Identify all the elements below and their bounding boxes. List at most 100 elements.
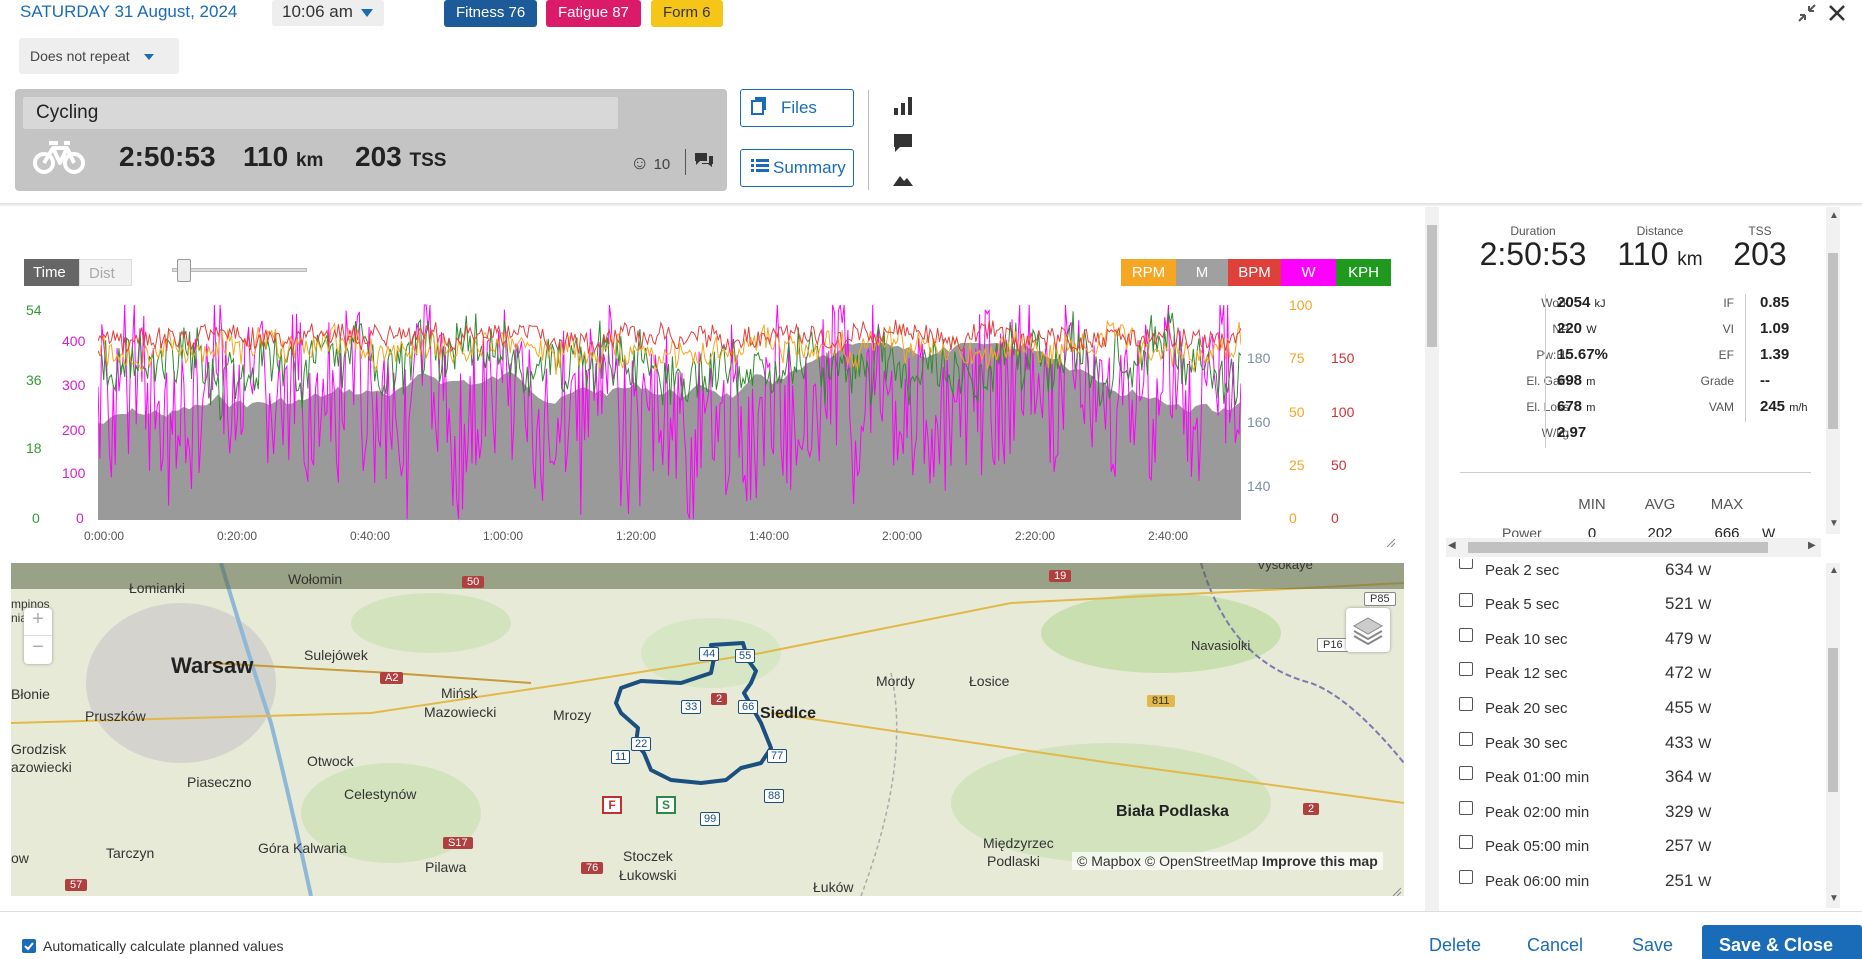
- resize-handle-icon[interactable]: [1392, 884, 1402, 896]
- summary-scrollbar[interactable]: [1826, 207, 1840, 534]
- peak-checkbox[interactable]: [1459, 593, 1473, 607]
- peak-watts: 455: [1665, 698, 1694, 717]
- zoom-out-button[interactable]: −: [32, 636, 44, 658]
- legend-watts[interactable]: W: [1281, 259, 1336, 286]
- legend-rpm[interactable]: RPM: [1121, 259, 1176, 286]
- zoom-slider-handle[interactable]: [177, 259, 191, 282]
- waypoint-marker[interactable]: 55: [735, 649, 756, 663]
- waypoint-marker[interactable]: 11: [611, 750, 631, 764]
- summary-h-scrollbar[interactable]: [1446, 538, 1821, 557]
- scroll-right-icon[interactable]: ▶: [1808, 540, 1816, 551]
- pwhr-value: 15.67%: [1557, 346, 1608, 363]
- peak-checkbox[interactable]: [1459, 559, 1473, 569]
- files-icon: [751, 96, 767, 120]
- attribution-text[interactable]: © Mapbox © OpenStreetMap: [1077, 853, 1258, 869]
- form-badge: Form 6: [651, 0, 723, 27]
- peak-row[interactable]: Peak 30 sec 433 W: [1459, 732, 1819, 766]
- scroll-up-icon[interactable]: ▲: [1829, 210, 1839, 221]
- scroll-down-icon[interactable]: ▼: [1829, 893, 1839, 904]
- route-map[interactable]: Łomianki Wołomin Warsaw Sulejówek Błonie…: [11, 563, 1404, 896]
- save-button[interactable]: Save: [1632, 935, 1674, 955]
- start-marker[interactable]: S: [656, 796, 676, 814]
- elevation-icon[interactable]: [893, 172, 913, 193]
- chart-scrollbar[interactable]: [1425, 207, 1439, 912]
- peak-row[interactable]: Peak 20 sec 455 W: [1459, 697, 1819, 731]
- axis-bpm-tick: 100: [1331, 404, 1355, 420]
- x-tick: 0:00:00: [84, 529, 125, 543]
- legend-bpm[interactable]: BPM: [1228, 259, 1281, 286]
- save-close-button[interactable]: Save & Close: [1702, 925, 1862, 959]
- peak-row[interactable]: Peak 10 sec 479 W: [1459, 628, 1819, 662]
- peak-row[interactable]: Peak 01:00 min 364 W: [1459, 766, 1819, 800]
- fatigue-badge: Fatigue 87: [546, 0, 641, 27]
- scrollbar-thumb[interactable]: [1468, 542, 1768, 553]
- distance-unit: km: [295, 150, 324, 171]
- zoom-in-button[interactable]: +: [24, 608, 52, 636]
- waypoint-marker[interactable]: 44: [699, 647, 720, 661]
- toggle-dist[interactable]: Dist: [79, 259, 132, 286]
- peak-checkbox[interactable]: [1459, 697, 1473, 711]
- finish-marker[interactable]: F: [602, 796, 622, 814]
- checkmark-icon: [24, 942, 34, 951]
- zoom-slider-track[interactable]: [172, 268, 307, 272]
- time-select[interactable]: 10:06 am: [272, 0, 384, 26]
- peak-checkbox[interactable]: [1459, 870, 1473, 884]
- metric-label: IF: [1723, 296, 1734, 310]
- sport-title[interactable]: Cycling: [23, 97, 618, 129]
- mood-indicator[interactable]: ☺ 10: [630, 153, 670, 175]
- peak-row[interactable]: Peak 2 sec 634 W: [1459, 559, 1819, 593]
- peak-checkbox[interactable]: [1459, 835, 1473, 849]
- scrollbar-thumb[interactable]: [1828, 253, 1838, 429]
- peak-unit: W: [1698, 873, 1712, 889]
- comments-icon[interactable]: [693, 150, 715, 175]
- power-max: 666: [1714, 525, 1740, 537]
- collapse-icon[interactable]: [1796, 2, 1818, 30]
- scrollbar-thumb[interactable]: [1828, 648, 1838, 792]
- peak-checkbox[interactable]: [1459, 628, 1473, 642]
- bar-chart-icon[interactable]: [893, 96, 913, 121]
- peak-row[interactable]: Peak 06:00 min 251 W: [1459, 870, 1819, 904]
- peak-checkbox[interactable]: [1459, 732, 1473, 746]
- peak-row[interactable]: Peak 12 sec 472 W: [1459, 662, 1819, 696]
- close-icon[interactable]: [1826, 2, 1848, 30]
- waypoint-marker[interactable]: 22: [631, 737, 652, 751]
- axis-kph-tick: 0: [32, 510, 40, 526]
- peak-row[interactable]: Peak 05:00 min 257 W: [1459, 835, 1819, 869]
- peak-checkbox[interactable]: [1459, 801, 1473, 815]
- summary-duration: 2:50:53: [1479, 236, 1587, 272]
- scroll-left-icon[interactable]: ◀: [1448, 540, 1456, 551]
- axis-kph-tick: 36: [26, 372, 42, 388]
- cancel-button[interactable]: Cancel: [1527, 935, 1584, 955]
- delete-button[interactable]: Delete: [1429, 935, 1482, 955]
- legend-elevation[interactable]: M: [1176, 259, 1228, 286]
- auto-calc-checkbox[interactable]: [22, 939, 36, 953]
- resize-handle-icon[interactable]: [1386, 535, 1396, 553]
- peak-row[interactable]: Peak 02:00 min 329 W: [1459, 801, 1819, 835]
- map-layers-button[interactable]: [1346, 608, 1390, 652]
- peak-watts: 472: [1665, 663, 1694, 682]
- comment-icon[interactable]: [893, 133, 913, 158]
- legend-kph[interactable]: KPH: [1336, 259, 1391, 286]
- scroll-up-icon[interactable]: ▲: [1829, 565, 1839, 576]
- waypoint-marker[interactable]: 66: [738, 700, 759, 714]
- peak-checkbox[interactable]: [1459, 662, 1473, 676]
- peak-label: Peak 12 sec: [1485, 665, 1568, 682]
- summary-button[interactable]: Summary: [740, 149, 854, 187]
- peaks-scrollbar[interactable]: [1826, 563, 1840, 908]
- improve-map-link[interactable]: Improve this map: [1261, 853, 1378, 869]
- toggle-time[interactable]: Time: [24, 259, 79, 286]
- scrollbar-thumb[interactable]: [1427, 225, 1437, 347]
- peak-row[interactable]: Peak 5 sec 521 W: [1459, 593, 1819, 627]
- peak-checkbox[interactable]: [1459, 766, 1473, 780]
- auto-calc-option[interactable]: Automatically calculate planned values: [22, 938, 283, 954]
- axis-bpm-tick: 0: [1331, 510, 1339, 526]
- workout-chart-plot[interactable]: [98, 303, 1241, 520]
- waypoint-marker[interactable]: 33: [681, 700, 702, 714]
- repeat-select[interactable]: Does not repeat: [19, 38, 179, 74]
- waypoint-marker[interactable]: 99: [700, 812, 721, 826]
- waypoint-marker[interactable]: 88: [764, 789, 785, 803]
- scroll-down-icon[interactable]: ▼: [1829, 518, 1839, 529]
- files-button[interactable]: Files: [740, 89, 854, 127]
- waypoint-marker[interactable]: 77: [767, 749, 788, 763]
- map-place: Międzyrzec: [983, 835, 1054, 851]
